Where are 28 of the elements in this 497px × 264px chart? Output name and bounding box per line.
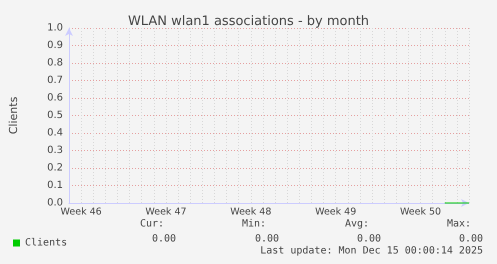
chart-title: WLAN wlan1 associations - by month: [128, 14, 370, 29]
y-axis-title: Clients: [7, 96, 20, 134]
text: Min:: [242, 218, 266, 230]
text: Last update: Mon Dec 15 00:00:14 2025: [260, 246, 484, 256]
y-tick-label: 0.2: [47, 162, 63, 174]
text: 0.00: [459, 234, 484, 244]
text: Max:: [447, 218, 472, 230]
y-tick-label: 0.0: [47, 198, 63, 208]
text: Cur:: [140, 218, 164, 230]
y-tick-label: 0.7: [47, 75, 63, 86]
x-tick-label: Week 50: [400, 206, 442, 218]
x-tick-label: Week 49: [315, 206, 356, 218]
legend-label: Clients: [25, 238, 68, 248]
text: 0.00: [255, 234, 280, 244]
text: Avg:: [345, 218, 370, 230]
x-tick-label: Week 46: [60, 206, 102, 218]
y-tick-label: 0.9: [47, 40, 63, 51]
y-tick-label: 0.5: [47, 110, 63, 121]
text: 0.00: [152, 234, 176, 244]
y-tick-label: 0.1: [47, 180, 63, 191]
y-tick-label: 1.0: [47, 22, 63, 34]
x-tick-label: Week 47: [145, 206, 187, 218]
y-tick-label: 0.4: [47, 128, 63, 138]
text: 0.00: [357, 234, 382, 244]
x-tick-label: Week 48: [230, 206, 272, 218]
y-tick-label: 0.6: [47, 92, 63, 104]
y-tick-label: 0.3: [47, 145, 63, 156]
y-tick-label: 0.8: [47, 58, 63, 68]
